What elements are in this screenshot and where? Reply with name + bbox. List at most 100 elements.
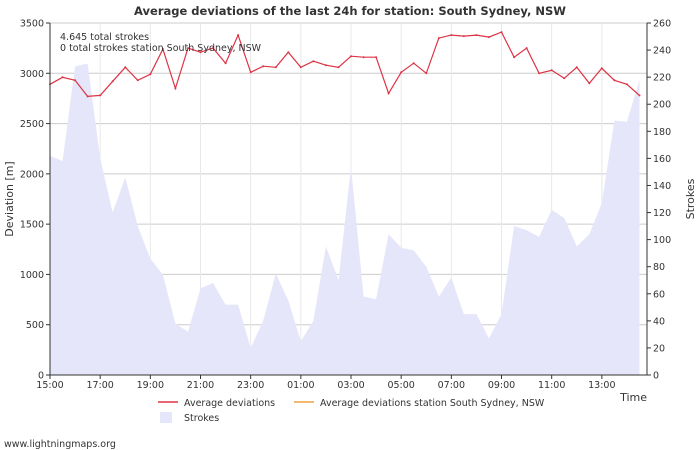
legend-label-station-deviations: Average deviations station South Sydney,… — [320, 398, 545, 409]
x-tick-label: 17:00 — [86, 380, 113, 391]
deviation-point — [588, 82, 591, 85]
annotation-station-strokes: 0 total strokes station South Sydney, NS… — [60, 43, 262, 54]
y2-tick-label: 160 — [653, 154, 671, 165]
average-deviations-line — [49, 31, 640, 98]
deviation-point — [74, 79, 77, 82]
y-tick-label: 2500 — [20, 119, 44, 130]
deviation-point — [224, 62, 227, 65]
y2-axis-label: Strokes — [684, 178, 697, 219]
deviation-point — [212, 47, 214, 50]
deviation-point — [437, 37, 440, 40]
x-tick-label: 05:00 — [387, 380, 414, 391]
deviation-point — [412, 62, 415, 65]
deviation-point — [124, 66, 127, 69]
deviation-point — [299, 66, 302, 69]
x-tick-label: 09:00 — [488, 380, 515, 391]
deviation-point — [575, 66, 578, 69]
strokes-area — [50, 63, 640, 375]
footer-credit: www.lightningmaps.org — [4, 439, 116, 450]
deviation-point — [475, 34, 478, 37]
deviation-point — [425, 72, 428, 75]
legend-label-average-deviations: Average deviations — [184, 398, 275, 409]
y-tick-label: 3500 — [20, 19, 44, 30]
deviation-point — [262, 65, 265, 68]
deviation-point — [513, 56, 516, 59]
deviation-point — [538, 72, 541, 75]
deviation-point — [324, 64, 327, 67]
deviation-point — [400, 71, 403, 74]
legend: Average deviations Average deviations st… — [158, 398, 545, 424]
y2-tick-label: 60 — [653, 289, 665, 300]
deviation-point — [174, 87, 177, 90]
deviation-point — [237, 34, 240, 37]
axes — [49, 23, 648, 376]
y2-tick-label: 180 — [653, 127, 671, 138]
deviation-point — [111, 80, 114, 83]
deviation-point — [287, 51, 290, 54]
deviation-point — [149, 73, 152, 76]
y-axis-left: 0 500 1000 1500 2000 2500 3000 3500 — [20, 19, 50, 382]
x-tick-label: 23:00 — [237, 380, 264, 391]
deviation-point — [600, 67, 603, 70]
x-axis: 15:00 17:00 19:00 21:00 23:00 01:00 03:00 05:00… — [36, 375, 616, 391]
deviation-point — [136, 79, 139, 82]
annotation-total-strokes: 4.645 total strokes — [60, 32, 149, 43]
y-tick-label: 1000 — [20, 270, 44, 281]
y2-tick-label: 40 — [653, 316, 665, 327]
y2-tick-label: 240 — [653, 46, 671, 57]
deviation-point — [274, 66, 277, 69]
y-tick-label: 2000 — [20, 169, 44, 180]
deviation-point — [613, 79, 616, 82]
deviation-point — [387, 92, 390, 95]
deviation-point — [563, 77, 566, 80]
x-tick-label: 07:00 — [438, 380, 465, 391]
y2-tick-label: 200 — [653, 100, 671, 111]
deviation-point — [199, 51, 202, 54]
y2-tick-label: 80 — [653, 262, 665, 273]
x-tick-label: 01:00 — [287, 380, 314, 391]
deviation-point — [625, 83, 628, 86]
x-tick-label: 13:00 — [588, 380, 615, 391]
deviation-point — [161, 48, 164, 51]
deviation-point — [337, 66, 340, 69]
deviation-point — [525, 47, 528, 50]
x-tick-label: 21:00 — [187, 380, 214, 391]
deviation-point — [187, 47, 189, 50]
deviation-point — [488, 36, 490, 39]
x-tick-label: 03:00 — [337, 380, 364, 391]
y2-tick-label: 260 — [653, 19, 671, 30]
x-axis-label: Time — [619, 391, 647, 404]
deviation-point — [550, 69, 553, 72]
y2-tick-label: 0 — [653, 371, 659, 382]
x-tick-label: 11:00 — [538, 380, 565, 391]
deviation-point — [500, 31, 503, 34]
x-tick-label: 15:00 — [36, 380, 63, 391]
deviation-point — [61, 76, 64, 79]
y-tick-label: 3000 — [20, 69, 44, 80]
x-tick-label: 19:00 — [137, 380, 164, 391]
deviation-point — [312, 60, 315, 63]
chart-title: Average deviations of the last 24h for s… — [134, 4, 566, 18]
deviation-point — [350, 55, 352, 58]
y-tick-label: 1500 — [20, 220, 44, 231]
deviation-point — [375, 56, 378, 59]
deviation-point — [638, 94, 641, 97]
y2-tick-label: 20 — [653, 343, 665, 354]
deviation-point — [462, 35, 465, 38]
legend-swatch-strokes — [160, 412, 172, 423]
legend-label-strokes: Strokes — [184, 413, 219, 424]
deviation-point — [450, 34, 453, 37]
average-deviations-series — [49, 31, 641, 98]
y-axis-label: Deviation [m] — [3, 161, 16, 236]
y-axis-right: 0 20 40 60 80 100 120 140 160 180 200 220 240 260 — [647, 19, 671, 382]
y2-tick-label: 120 — [653, 208, 671, 219]
strokes-series — [50, 63, 640, 375]
y-tick-label: 500 — [26, 320, 44, 331]
deviation-point — [362, 56, 365, 59]
deviation-point — [99, 94, 102, 97]
deviation-point — [86, 95, 89, 98]
y-tick-label: 0 — [38, 371, 44, 382]
deviation-point — [249, 71, 252, 74]
y2-tick-label: 140 — [653, 181, 671, 192]
